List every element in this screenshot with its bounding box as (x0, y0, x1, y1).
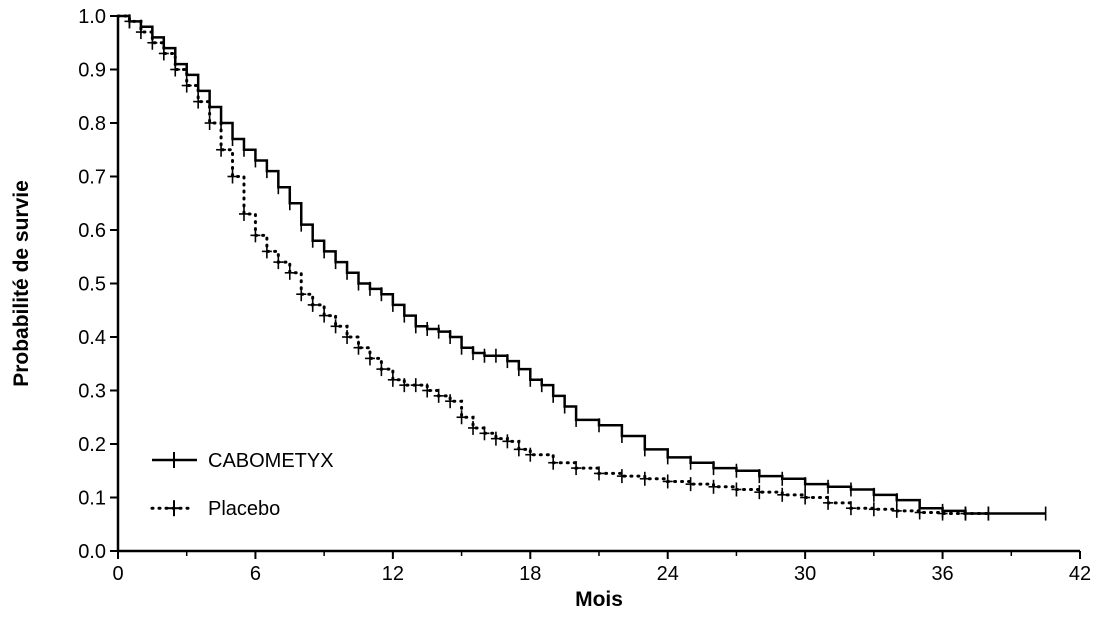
legend-item-placebo: Placebo (150, 498, 280, 520)
series-line-cabometyx (118, 14, 1046, 515)
y-tick-label: 0.0 (78, 541, 106, 563)
y-tick-label: 0.5 (78, 274, 106, 296)
y-tick-label: 0.8 (78, 113, 106, 135)
x-tick-label: 12 (382, 563, 404, 585)
x-ticks: 0 6 12 18 24 30 36 42 (112, 551, 1091, 585)
legend: CABOMETYX Placebo (150, 450, 334, 520)
y-tick-label: 0.4 (78, 327, 106, 349)
y-tick-label: 0.9 (78, 60, 106, 82)
x-tick-label: 18 (519, 563, 541, 585)
y-tick-label: 0.3 (78, 381, 106, 403)
x-tick-label: 6 (250, 563, 261, 585)
legend-item-cabometyx: CABOMETYX (152, 450, 334, 472)
plot-area (116, 14, 1047, 521)
x-tick-label: 30 (794, 563, 816, 585)
y-tick-label: 0.2 (78, 434, 106, 456)
y-tick-label: 0.7 (78, 167, 106, 189)
x-tick-label: 0 (112, 563, 123, 585)
y-tick-label: 0.6 (78, 220, 106, 242)
x-tick-label: 24 (657, 563, 679, 585)
series-line-placebo (116, 14, 990, 516)
legend-label-placebo: Placebo (208, 498, 280, 520)
y-axis-title: Probabilité de survie (10, 180, 33, 387)
y-tick-label: 0.1 (78, 488, 106, 510)
y-tick-label: 1.0 (78, 6, 106, 28)
axes: 0 6 12 18 24 30 36 42 0.00.10.20.30.40.50.60.70… (78, 6, 1091, 585)
x-axis-title: Mois (575, 588, 623, 611)
x-tick-label: 42 (1069, 563, 1091, 585)
legend-label-cabometyx: CABOMETYX (208, 450, 334, 472)
x-tick-label: 36 (931, 563, 953, 585)
y-ticks: 0.0 0.1 0.2 0.3 0.4 0.5 0.6 0.7 0.8 0.9 1.0 (78, 6, 118, 563)
